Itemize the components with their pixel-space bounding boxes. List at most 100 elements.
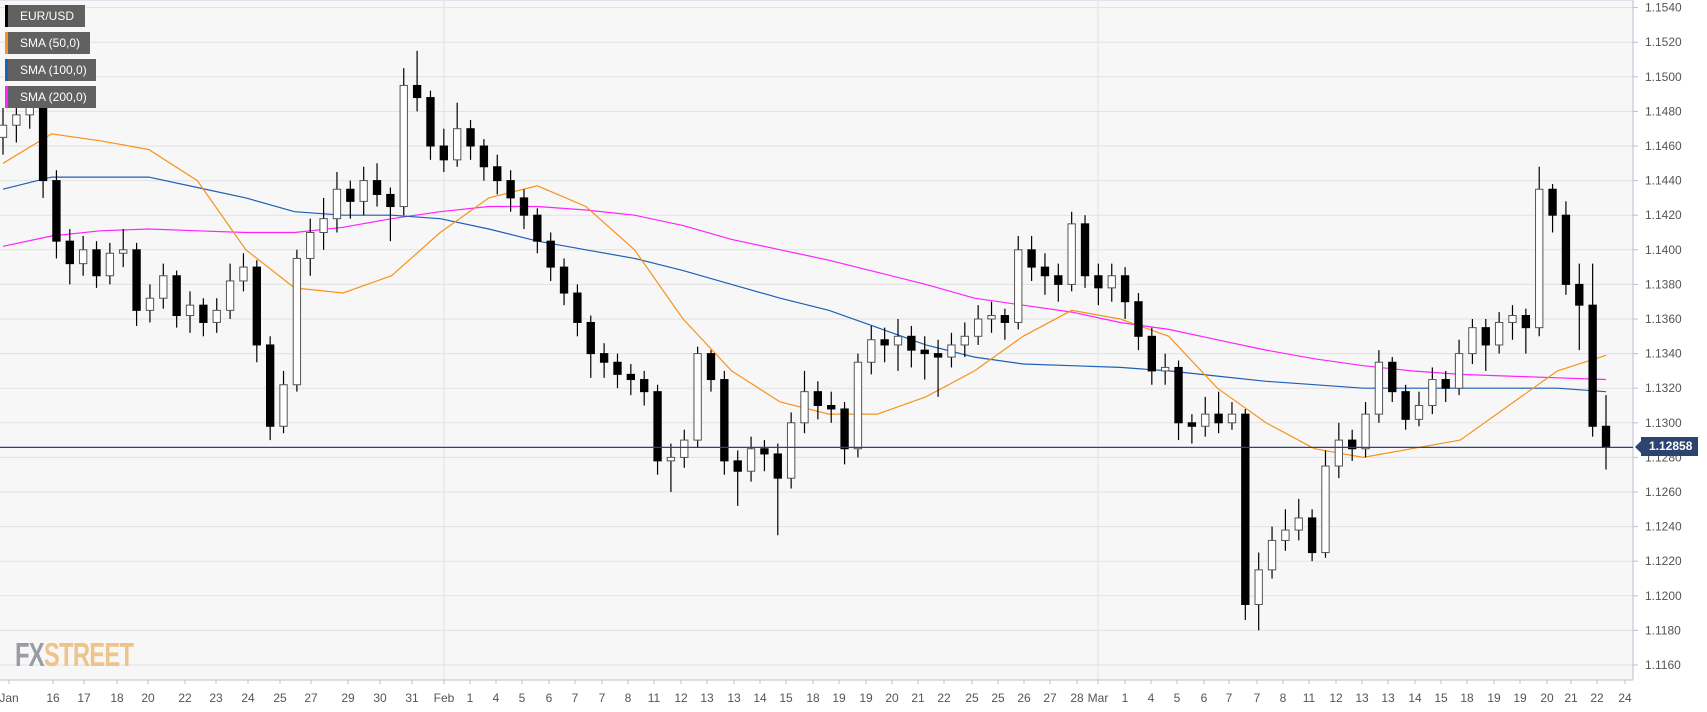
candle <box>893 319 903 371</box>
candle-body-up <box>319 218 328 234</box>
candle-body-down <box>519 197 529 216</box>
candle-body-up <box>960 335 969 346</box>
candle <box>853 353 863 458</box>
y-tick-label: 1.1300 <box>1645 416 1682 430</box>
candle-body-up <box>1014 249 1023 323</box>
x-tick-label: 28 <box>1070 691 1084 705</box>
x-tick-label: 18 <box>1460 691 1474 705</box>
x-tick-label: 25 <box>273 691 287 705</box>
candle <box>65 229 74 285</box>
candle <box>760 440 769 472</box>
candle-body-up <box>1334 439 1344 467</box>
legend-eurusd[interactable]: EUR/USD <box>5 5 85 27</box>
candle-body-down <box>706 353 716 381</box>
x-tick-label: 12 <box>674 691 688 705</box>
candle-body-down <box>573 292 582 323</box>
candle-body-up <box>1267 539 1277 571</box>
x-tick-label: 11 <box>1303 691 1316 705</box>
x-tick-label: 19 <box>859 691 873 705</box>
x-tick-label: 24 <box>1618 691 1632 705</box>
candle-body-down <box>426 97 435 147</box>
candle <box>1588 263 1597 437</box>
x-tick-label: 18 <box>806 691 820 705</box>
candle-body-up <box>1454 353 1464 389</box>
candle <box>573 284 582 337</box>
x-tick-label: 15 <box>1434 691 1448 705</box>
sma-200-line <box>2 205 1607 381</box>
candle-body-up <box>292 257 302 386</box>
candle <box>1361 402 1370 458</box>
candle <box>640 370 649 406</box>
x-tick-label: 26 <box>1017 691 1031 705</box>
logo-street: STREET <box>43 636 134 673</box>
candle-body-up <box>987 315 996 320</box>
candle <box>706 350 716 392</box>
candle <box>786 412 796 489</box>
candle-body-down <box>640 379 649 393</box>
candle-body-up <box>867 339 876 363</box>
candle-body-down <box>1588 304 1597 427</box>
candle <box>1334 422 1344 479</box>
legend-label: SMA (200,0) <box>20 90 87 104</box>
candle-body-up <box>306 232 315 259</box>
candle-body-down <box>1307 517 1317 554</box>
y-tick-label: 1.1460 <box>1645 139 1682 153</box>
candle <box>1481 319 1490 371</box>
candle <box>212 298 221 333</box>
candle <box>1174 360 1183 441</box>
legend-sma100[interactable]: SMA (100,0) <box>5 59 96 81</box>
candle <box>586 315 595 378</box>
candle <box>225 263 235 319</box>
y-tick-label: 1.1360 <box>1645 312 1682 326</box>
candle <box>1000 308 1010 340</box>
candle <box>800 370 809 434</box>
y-tick-label: 1.1340 <box>1645 347 1682 361</box>
candle-body-down <box>1575 283 1584 306</box>
x-tick-label: 4 <box>1148 691 1155 705</box>
candle-body-up <box>12 114 21 126</box>
candle-body-up <box>1294 517 1303 531</box>
candle <box>773 443 782 536</box>
x-tick-label: 17 <box>77 691 91 705</box>
candle <box>1201 396 1210 437</box>
legend-sma200[interactable]: SMA (200,0) <box>5 86 96 108</box>
candle-body-down <box>613 361 622 375</box>
candle-body-down <box>1481 327 1490 346</box>
candle-body-up <box>225 280 235 311</box>
candle <box>1267 526 1277 579</box>
candle <box>493 154 502 195</box>
candle-body-down <box>907 335 916 351</box>
candle-body-up <box>666 456 676 462</box>
x-tick-label: 5 <box>1174 691 1181 705</box>
candle <box>960 322 969 358</box>
candle <box>1107 263 1116 302</box>
candle-body-up <box>786 422 796 479</box>
x-tick-label: 7 <box>599 691 606 705</box>
candle-body-down <box>506 180 515 199</box>
candle <box>987 301 996 333</box>
candle-body-down <box>1000 315 1010 323</box>
candle-body-down <box>172 275 181 317</box>
x-tick-label: 13 <box>1355 691 1369 705</box>
candle <box>1054 263 1063 302</box>
x-tick-label: 12 <box>1329 691 1343 705</box>
candle-body-down <box>412 84 422 99</box>
candle <box>105 242 115 285</box>
x-tick-label: 6 <box>1201 691 1208 705</box>
candle <box>1468 319 1477 364</box>
candle <box>199 298 208 337</box>
candle <box>1227 402 1237 430</box>
candle <box>1535 166 1544 337</box>
candle-body-up <box>973 318 983 337</box>
candle-body-down <box>586 321 595 355</box>
candle-body-down <box>132 249 141 311</box>
legend-sma50[interactable]: SMA (50,0) <box>5 32 90 54</box>
candle <box>1014 235 1023 330</box>
candle <box>813 381 823 420</box>
x-tick-label: 22 <box>937 691 951 705</box>
candle <box>466 120 475 160</box>
plot-area <box>0 0 1633 680</box>
candle <box>78 235 88 276</box>
x-tick-label: Feb <box>434 691 455 705</box>
